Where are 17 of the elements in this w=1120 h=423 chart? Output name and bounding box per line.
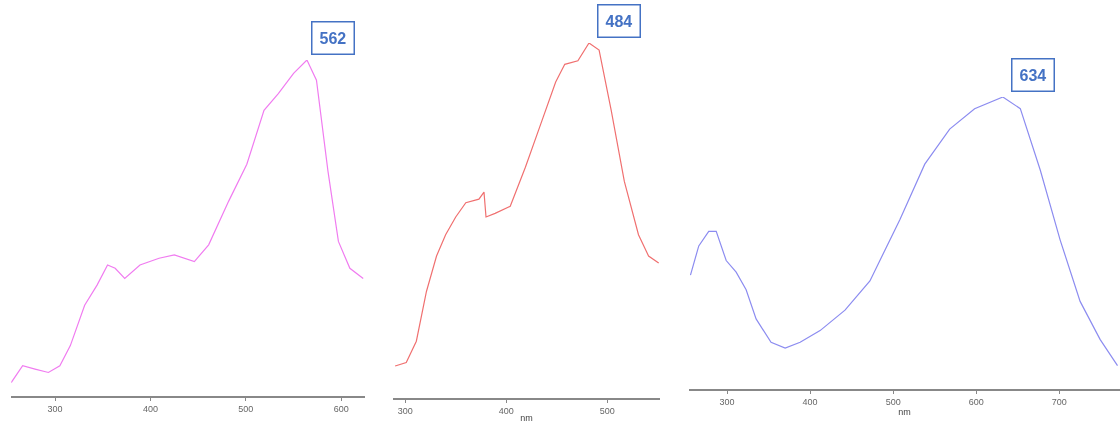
x-tick-label: 700 <box>1051 396 1067 407</box>
x-tick-label: 600 <box>968 396 984 407</box>
x-tick-label: 400 <box>802 396 818 407</box>
x-tick-label: 600 <box>333 403 349 414</box>
annotation: 484 <box>605 12 633 30</box>
x-tick-label: 500 <box>599 405 615 416</box>
annotation: 634 <box>1019 66 1047 84</box>
x-tick-label: 500 <box>885 396 901 407</box>
x-tick-label: 500 <box>238 403 254 414</box>
x-tick-label: 300 <box>719 396 735 407</box>
x-tick-label: 400 <box>498 405 514 416</box>
x-tick-label: 400 <box>142 403 158 414</box>
x-tick-label: 300 <box>397 405 413 416</box>
x-tick-label: 300 <box>47 403 63 414</box>
x-axis-title: nm <box>898 406 911 417</box>
annotation: 562 <box>319 29 347 47</box>
x-axis-title: nm <box>520 413 533 423</box>
